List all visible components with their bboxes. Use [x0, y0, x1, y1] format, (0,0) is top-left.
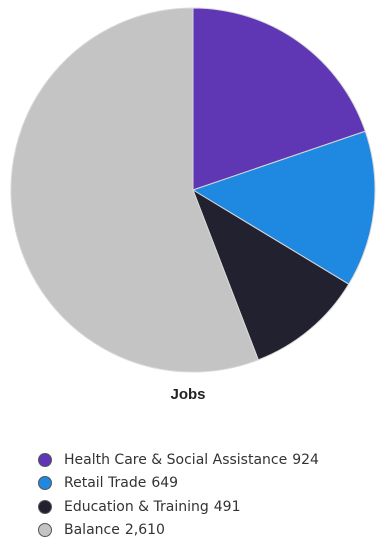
- legend-label-health-care: Health Care & Social Assistance: [64, 451, 288, 468]
- legend-swatch-education-training: [38, 499, 52, 514]
- legend-value-balance: 2,610: [124, 522, 165, 539]
- pie-slice-retail-trade[interactable]: [191, 130, 376, 285]
- legend-label-retail-trade: Retail Trade: [64, 475, 147, 492]
- legend-label-balance: Balance: [64, 522, 120, 539]
- legend-item-retail-trade[interactable]: Retail Trade 649: [38, 472, 319, 496]
- legend-label-education-training: Education & Training: [64, 498, 209, 515]
- legend-swatch-balance: [38, 523, 52, 538]
- pie-slice-balance[interactable]: [10, 7, 259, 373]
- legend-swatch-health-care: [38, 452, 52, 467]
- pie-slice-education-training[interactable]: [192, 188, 350, 361]
- legend-value-education-training: 491: [213, 498, 241, 515]
- legend-item-health-care[interactable]: Health Care & Social Assistance 924: [38, 448, 319, 472]
- pie-slice-health-care-social-assistance[interactable]: [192, 7, 366, 191]
- pie-chart: [10, 7, 376, 373]
- chart-title: Jobs: [170, 386, 206, 403]
- legend-item-education-training[interactable]: Education & Training 491: [38, 495, 319, 519]
- legend-value-retail-trade: 649: [151, 475, 179, 492]
- legend: Health Care & Social Assistance 924 Retai…: [38, 448, 319, 542]
- legend-item-balance[interactable]: Balance 2,610: [38, 519, 319, 543]
- legend-value-health-care: 924: [292, 451, 319, 468]
- legend-swatch-retail-trade: [38, 476, 52, 491]
